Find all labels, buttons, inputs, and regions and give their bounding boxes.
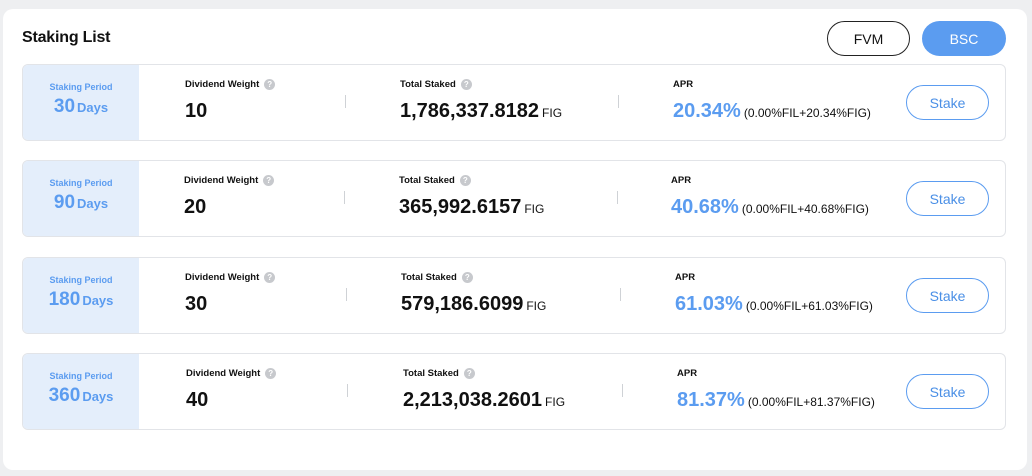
column-divider [622,384,623,397]
staking-period-cell: Staking Period 30 Days [23,65,139,140]
total-staked-value: 365,992.6157 FIG [399,196,544,219]
apr-header: APR [675,272,695,283]
period-unit: Days [82,293,114,308]
period-unit: Days [77,196,109,211]
apr-header: APR [671,175,691,186]
total-staked-label: Total Staked [403,368,459,379]
staking-row: Staking Period 180 Days Dividend Weight? … [22,257,1006,334]
column-divider [346,288,347,301]
bsc-network-button[interactable]: BSC [922,21,1006,56]
help-icon[interactable]: ? [264,79,276,90]
help-icon[interactable]: ? [461,272,473,283]
apr-breakdown: (0.00%FIL+40.68%FIG) [741,202,869,216]
help-icon[interactable]: ? [264,272,276,283]
dividend-weight-label: Dividend Weight [185,79,260,90]
apr-header: APR [677,368,697,379]
fvm-network-button[interactable]: FVM [827,21,910,56]
page-title: Staking List [22,29,111,46]
total-staked-header: Total Staked? [400,79,472,90]
staking-period-value: 180 Days [23,289,139,311]
total-staked-value: 1,786,337.8182 FIG [400,100,562,123]
stake-button[interactable]: Stake [906,181,989,216]
staking-period-cell: Staking Period 360 Days [23,354,139,429]
stake-button[interactable]: Stake [906,278,989,313]
apr-percent: 61.03% [675,293,743,315]
apr-header: APR [673,79,693,90]
period-number: 180 [48,289,81,310]
column-divider [345,95,346,108]
apr-percent: 20.34% [673,100,741,122]
apr-breakdown: (0.00%FIL+81.37%FIG) [747,395,875,409]
staking-period-label: Staking Period [49,275,113,285]
period-number: 90 [53,192,76,213]
total-staked-amount: 2,213,038.2601 [403,389,543,411]
staking-period-value: 30 Days [23,96,139,118]
total-staked-header: Total Staked? [401,272,473,283]
total-staked-unit: FIG [526,299,547,313]
staking-period-cell: Staking Period 180 Days [23,258,139,333]
staking-period-label: Staking Period [49,178,113,188]
column-divider [347,384,348,397]
apr-percent: 81.37% [677,389,745,411]
total-staked-label: Total Staked [399,175,455,186]
staking-row: Staking Period 360 Days Dividend Weight? … [22,353,1006,430]
total-staked-value: 579,186.6099 FIG [401,293,546,316]
column-divider [620,288,621,301]
help-icon[interactable]: ? [263,175,275,186]
dividend-weight-header: Dividend Weight? [185,79,276,90]
staking-period-value: 360 Days [23,385,139,407]
help-icon[interactable]: ? [459,175,471,186]
help-icon[interactable]: ? [265,368,277,379]
total-staked-amount: 365,992.6157 [399,196,522,218]
dividend-weight-value: 40 [186,389,209,411]
apr-value: 20.34% (0.00%FIL+20.34%FIG) [673,100,871,123]
apr-label: APR [671,175,692,186]
period-number: 30 [53,96,76,117]
column-divider [618,95,619,108]
dividend-weight-value: 10 [185,100,208,122]
total-staked-amount: 1,786,337.8182 [400,100,540,122]
dividend-weight-header: Dividend Weight? [186,368,277,379]
apr-value: 61.03% (0.00%FIL+61.03%FIG) [675,293,873,316]
staking-period-value: 90 Days [23,192,139,214]
period-number: 360 [48,385,81,406]
dividend-weight-value: 30 [185,293,208,315]
total-staked-value: 2,213,038.2601 FIG [403,389,565,412]
staking-period-cell: Staking Period 90 Days [23,161,139,236]
dividend-weight-label: Dividend Weight [184,175,259,186]
dividend-weight-label: Dividend Weight [186,368,261,379]
staking-row: Staking Period 30 Days Dividend Weight? 1… [22,64,1006,141]
apr-label: APR [673,79,694,90]
apr-label: APR [675,272,696,283]
help-icon[interactable]: ? [463,368,475,379]
apr-percent: 40.68% [671,196,739,218]
stake-button[interactable]: Stake [906,85,989,120]
total-staked-unit: FIG [524,202,545,216]
total-staked-header: Total Staked? [399,175,471,186]
staking-period-label: Staking Period [49,82,113,92]
total-staked-header: Total Staked? [403,368,475,379]
dividend-weight-header: Dividend Weight? [185,272,276,283]
apr-breakdown: (0.00%FIL+20.34%FIG) [743,106,871,120]
period-unit: Days [77,100,109,115]
apr-breakdown: (0.00%FIL+61.03%FIG) [745,299,873,313]
dividend-weight-label: Dividend Weight [185,272,260,283]
total-staked-label: Total Staked [400,79,456,90]
total-staked-label: Total Staked [401,272,457,283]
dividend-weight-header: Dividend Weight? [184,175,275,186]
help-icon[interactable]: ? [460,79,472,90]
apr-value: 81.37% (0.00%FIL+81.37%FIG) [677,389,875,412]
total-staked-amount: 579,186.6099 [401,293,524,315]
apr-value: 40.68% (0.00%FIL+40.68%FIG) [671,196,869,219]
column-divider [344,191,345,204]
apr-label: APR [677,368,698,379]
period-unit: Days [82,389,114,404]
staking-row: Staking Period 90 Days Dividend Weight? 2… [22,160,1006,237]
dividend-weight-value: 20 [184,196,207,218]
staking-period-label: Staking Period [49,371,113,381]
column-divider [617,191,618,204]
total-staked-unit: FIG [542,106,563,120]
stake-button[interactable]: Stake [906,374,989,409]
total-staked-unit: FIG [545,395,566,409]
